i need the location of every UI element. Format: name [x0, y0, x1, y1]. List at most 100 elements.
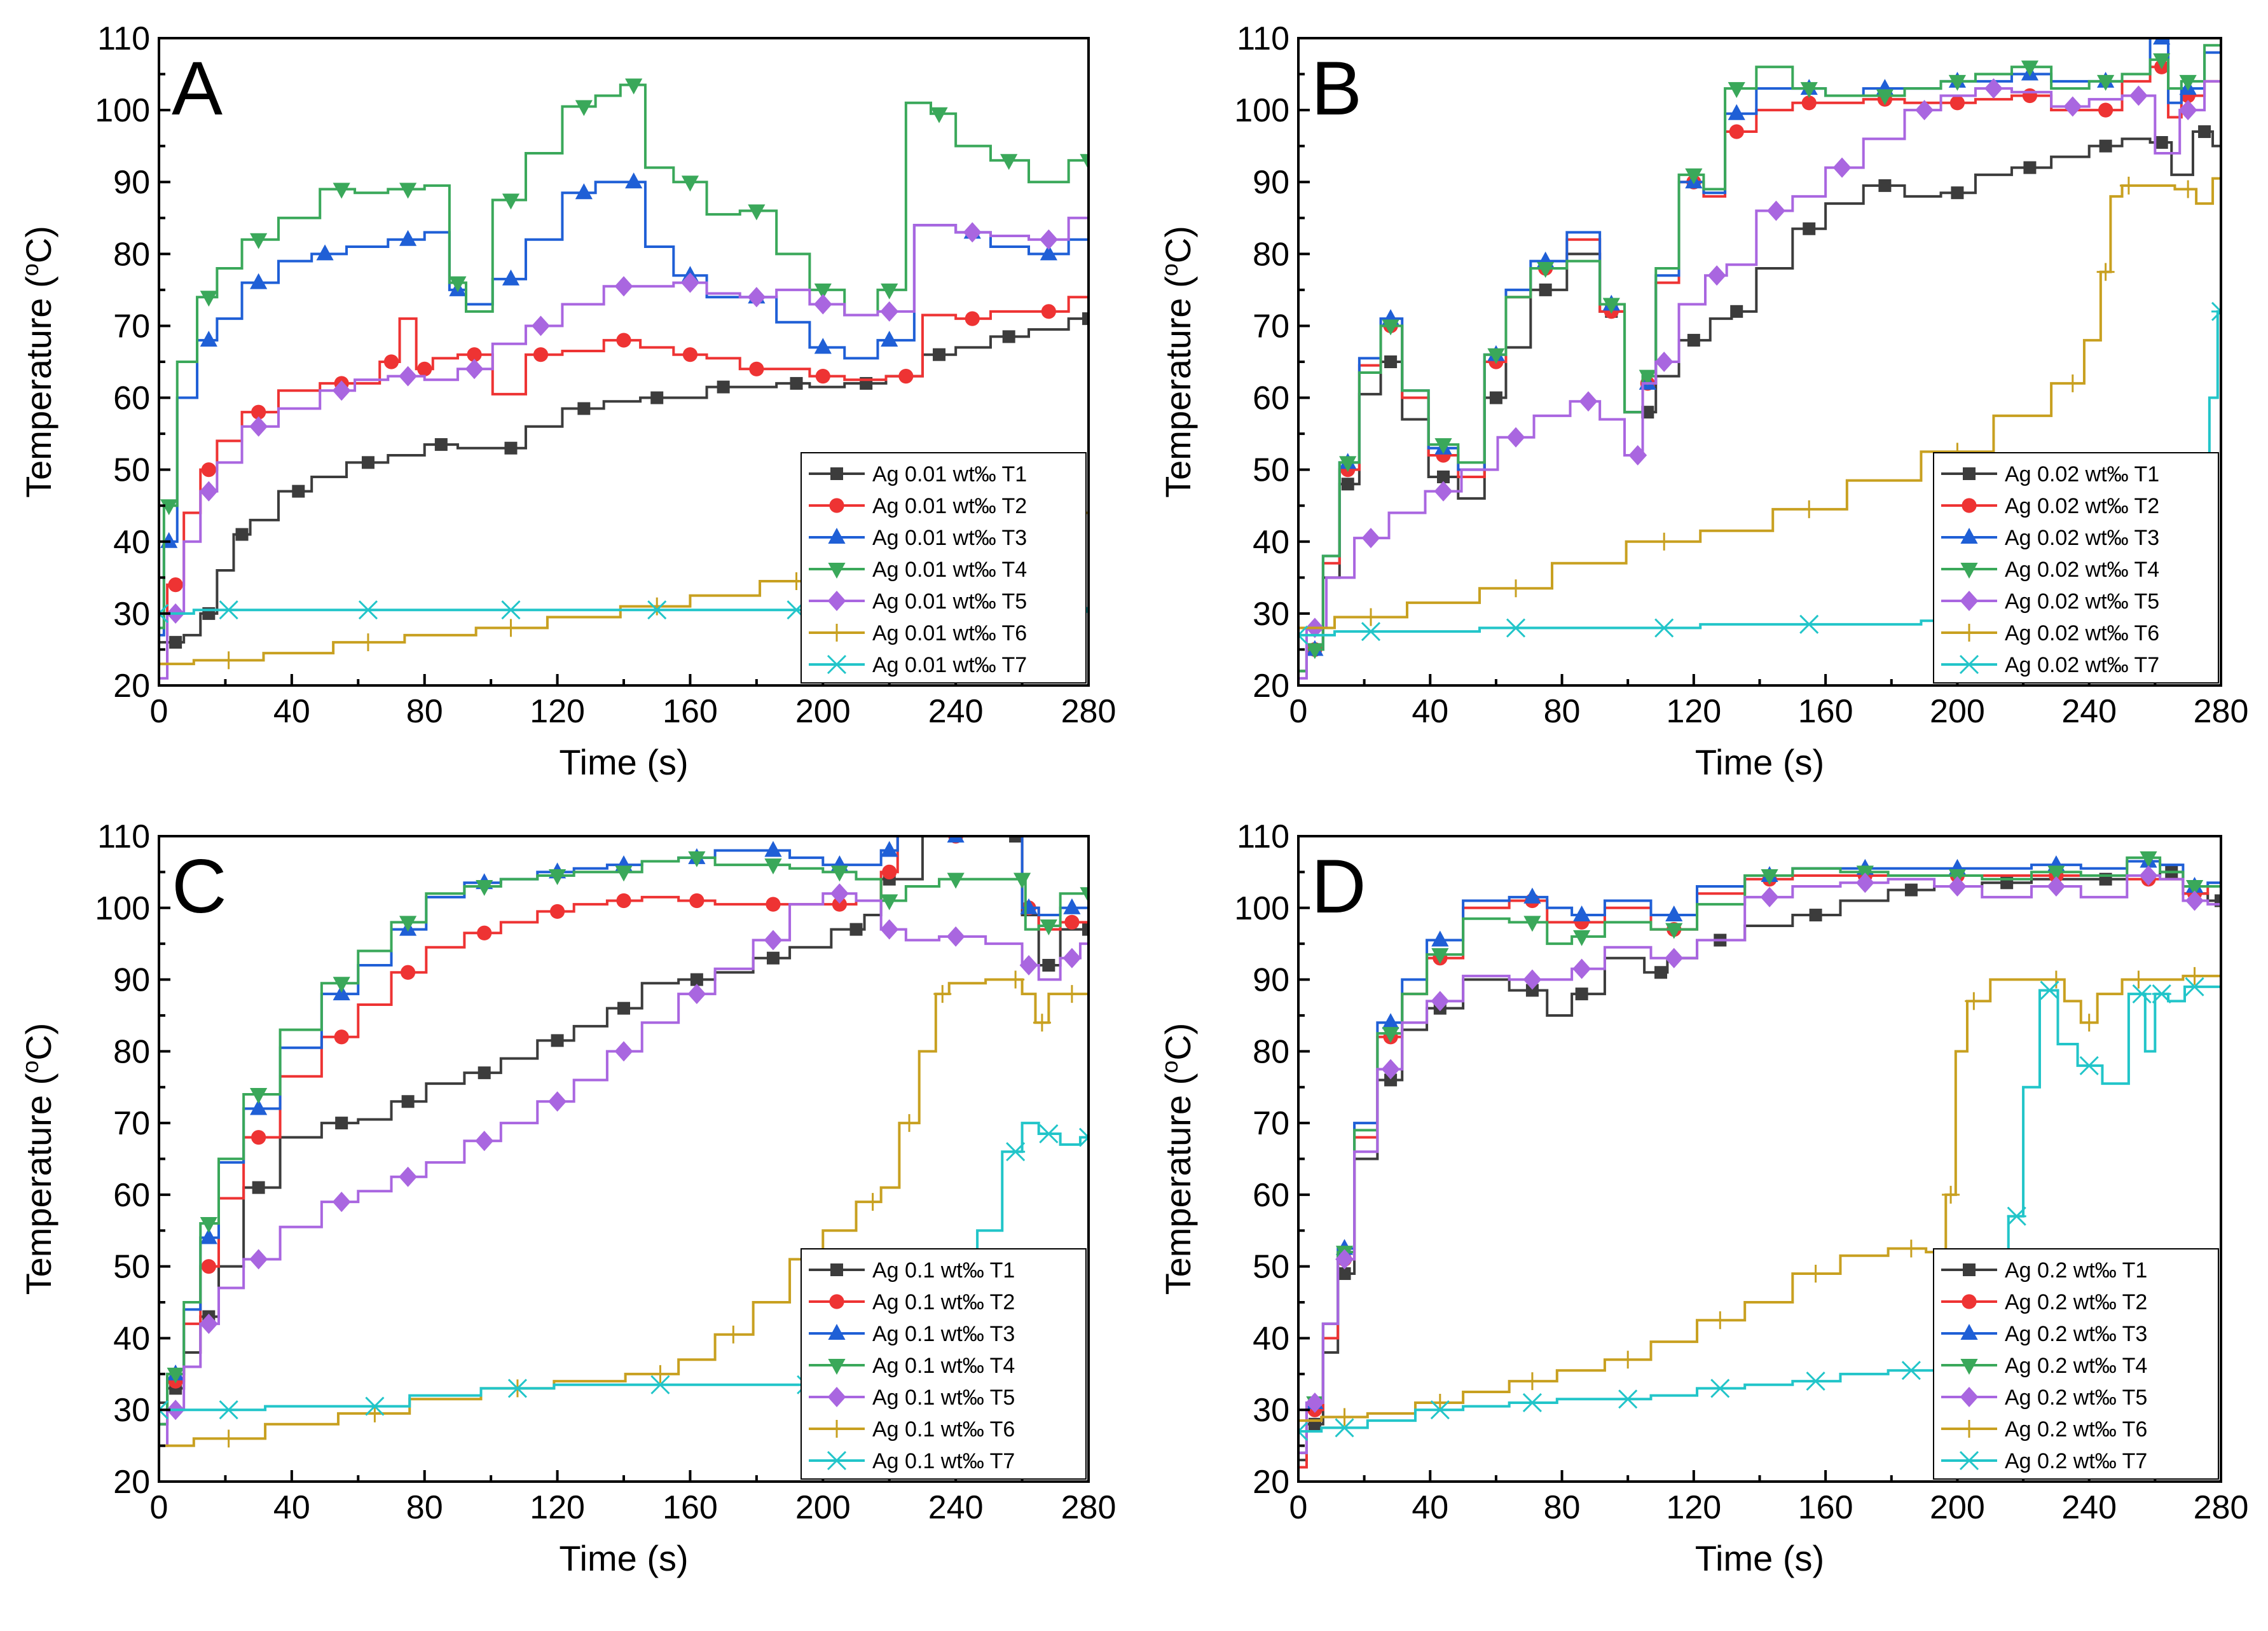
panel-d-x-tick-label: 0 — [1289, 1489, 1308, 1526]
panel-c-y-tick-label: 60 — [113, 1177, 150, 1214]
panel-d-t3-point-marker — [1573, 905, 1591, 922]
panel-b-t4-point-marker — [1639, 369, 1656, 386]
panel-b-t7-point-marker — [1361, 622, 1381, 642]
panel-b-legend-marker-t3 — [1960, 528, 1978, 544]
panel-a-t6-point-marker — [648, 597, 666, 616]
panel-b-t5-point-marker — [1767, 200, 1785, 221]
panel-d-t4-point-marker — [1523, 916, 1541, 932]
panel-b-legend-label-t6: Ag 0.02 wt‰ T6 — [2005, 621, 2159, 645]
panel-b-t3-point-marker — [2153, 38, 2171, 45]
panel-d-t1-point-marker — [2215, 894, 2221, 907]
panel-c-y-axis-title: Temperature (oC) — [17, 1023, 58, 1295]
panel-d-t6-point-marker — [1965, 992, 1983, 1010]
panel-b-legend-marker-t6 — [1960, 624, 1978, 642]
panel-b-t5-point-marker — [2129, 85, 2148, 106]
panel-c-y-tick-label: 40 — [113, 1320, 150, 1357]
panel-b-x-tick-label: 280 — [2194, 693, 2249, 730]
panel-b-legend-marker-t1 — [1963, 467, 1976, 480]
panel-c-t6-point-marker — [1062, 985, 1081, 1003]
panel-c-t5-point-marker — [332, 1192, 351, 1213]
panel-a-t3-point-marker — [814, 338, 832, 354]
panel-a-t6-point-marker — [502, 619, 520, 637]
panel-a-t4-point-marker — [575, 100, 593, 116]
panel-d-series-line-t3 — [1298, 860, 2221, 1454]
panel-d-t6-point-marker — [1942, 1185, 1960, 1204]
panel-c-t5-point-marker — [1062, 947, 1082, 968]
panel-b-x-tick-label: 160 — [1798, 693, 1853, 730]
panel-b-t4-point-marker — [2021, 60, 2039, 77]
panel-c-t7-point-marker — [1006, 1142, 1026, 1162]
panel-c-t5-point-marker — [880, 919, 899, 940]
panel-b-y-tick-label: 80 — [1253, 236, 1289, 273]
panel-a-t4-point-marker — [502, 193, 520, 210]
panel-c-t7-point-marker — [1078, 1127, 1089, 1147]
panel-b-legend-label-t3: Ag 0.02 wt‰ T3 — [2005, 526, 2159, 550]
panel-a-x-tick-label: 40 — [273, 693, 310, 730]
panel-d-t5-point-marker — [1523, 969, 1542, 990]
panel-c-legend-marker-t4 — [828, 1359, 846, 1375]
panel-d-t7-point-marker — [2132, 984, 2152, 1004]
panel-a-series-line-t5 — [159, 216, 1089, 680]
panel-d-legend-marker-t6 — [1960, 1420, 1978, 1438]
panel-d-t4-point-marker — [1573, 930, 1591, 946]
panel-d-t6-point-marker — [2047, 970, 2065, 989]
panel-b-t2-point-marker — [1949, 95, 1965, 111]
panel-b-t5-point-marker — [1361, 528, 1380, 549]
panel-d-t6-point-marker — [1619, 1351, 1637, 1369]
panel-a-t2-point-marker — [965, 311, 980, 326]
panel-d-y-tick-label: 40 — [1253, 1320, 1289, 1357]
panel-b-x-tick-label: 0 — [1289, 693, 1308, 730]
panel-c-t5-point-marker — [687, 984, 706, 1005]
panel-c-t4-point-marker — [688, 851, 706, 867]
panel-b-t5-point-marker — [2178, 100, 2197, 121]
panel-a-t3-point-marker — [881, 331, 898, 347]
panel-c-t4-point-marker — [881, 894, 898, 911]
panel-c-t2-point-marker — [766, 897, 781, 912]
panel-b-t6-point-marker — [2212, 169, 2221, 188]
panel-c-legend-marker-t3 — [828, 1324, 846, 1340]
panel-d-legend-marker-t3 — [1960, 1324, 1978, 1340]
panel-b-legend: Ag 0.02 wt‰ T1 Ag 0.02 wt‰ T2 Ag 0.02 wt‰ … — [1933, 452, 2219, 684]
panel-d-t4-point-marker — [2140, 851, 2157, 867]
panel-b-t6-point-marker — [1507, 579, 1525, 598]
panel-a-t4-point-marker — [625, 78, 643, 95]
panel-b-t1-point-marker — [1878, 179, 1892, 192]
panel-a-t5-point-marker — [614, 276, 633, 297]
panel-a-t5-point-marker — [963, 222, 982, 243]
panel-b-t4-point-marker — [1685, 168, 1703, 184]
panel-a-t4-point-marker — [881, 283, 898, 299]
panel-b-letter: B — [1311, 46, 1362, 131]
panel-a-y-tick-label: 110 — [97, 20, 150, 57]
panel-c-t7-point-marker — [365, 1396, 385, 1416]
panel-d-y-tick-label: 50 — [1253, 1249, 1289, 1286]
panel-c-t3-point-marker — [947, 836, 965, 843]
panel-a-legend-label-t6: Ag 0.01 wt‰ T6 — [872, 621, 1027, 645]
panel-d-x-tick-label: 160 — [1798, 1489, 1853, 1526]
panel-a-t2-point-marker — [168, 577, 183, 593]
panel-a-t2-point-marker — [616, 333, 631, 348]
panel-a-legend-label-t3: Ag 0.01 wt‰ T3 — [872, 526, 1027, 550]
panel-c-t4-point-marker — [333, 977, 350, 993]
panel-c-legend-label-t3: Ag 0.1 wt‰ T3 — [872, 1322, 1015, 1346]
panel-d-t5-point-marker — [2185, 890, 2204, 911]
panel-a-t4-point-marker — [1080, 154, 1089, 170]
panel-b-t4-point-marker — [1537, 261, 1555, 278]
panel-d-x-tick-label: 240 — [2061, 1489, 2117, 1526]
panel-b-t4-point-marker — [1487, 348, 1505, 364]
panel-a-t1-point-marker — [292, 485, 305, 498]
panel-c-legend-label-t6: Ag 0.1 wt‰ T6 — [872, 1417, 1015, 1442]
panel-a-t5-point-marker — [465, 359, 484, 380]
panel-c-t6-point-marker — [1033, 1014, 1051, 1032]
panel-c-y-tick-label: 70 — [113, 1105, 150, 1142]
panel-c-series-line-t1 — [159, 836, 1089, 1404]
panel-d-legend-label-t1: Ag 0.2 wt‰ T1 — [2005, 1258, 2147, 1283]
panel-b-t6-point-marker — [2096, 263, 2115, 281]
panel-c-legend: Ag 0.1 wt‰ T1 Ag 0.1 wt‰ T2 Ag 0.1 wt‰ T3 A… — [801, 1248, 1087, 1480]
panel-a-t5-point-marker — [249, 416, 268, 437]
panel-b-t5-point-marker — [1654, 352, 1674, 372]
panel-b-t4-point-marker — [1876, 89, 1894, 106]
panel-a-t1-point-marker — [361, 456, 375, 469]
panel-c-chart: 0 40 80 120 160 200 240 280 20 30 40 50 60 70 80 90 100 1… — [17, 818, 1116, 1578]
panel-b-t7-point-marker — [1654, 618, 1674, 638]
panel-c-t3-point-marker — [250, 1099, 268, 1115]
